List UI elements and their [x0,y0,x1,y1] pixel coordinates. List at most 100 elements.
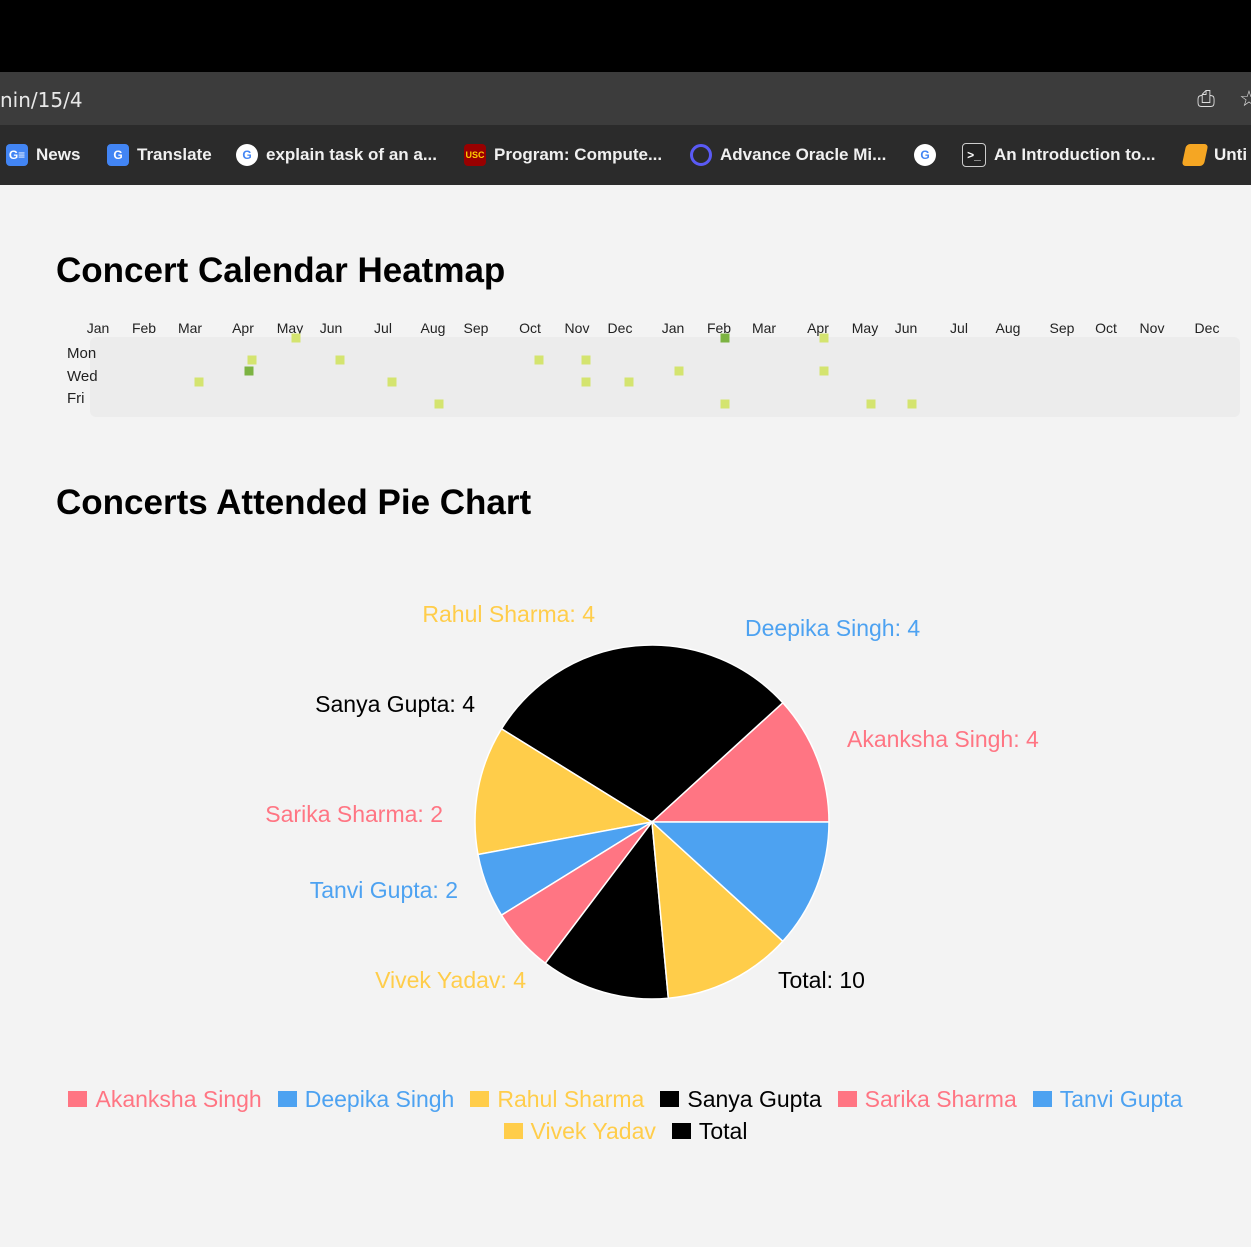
heatmap-month-label: Dec [608,320,633,336]
heatmap-cell[interactable] [244,366,254,376]
bookmark-label: Advance Oracle Mi... [720,145,887,164]
legend-label: Tanvi Gupta [1059,1085,1183,1112]
heatmap-cell[interactable] [819,366,829,376]
legend-label: Total [698,1117,748,1144]
heatmap-cell[interactable] [581,355,591,365]
heatmap-month-label: Jan [662,320,685,336]
bookmark-label: An Introduction to... [994,145,1156,164]
heatmap-day-label: Fri [67,390,85,407]
heatmap-month-label: Nov [1140,320,1165,336]
url-text[interactable]: nin/15/4 [0,88,83,112]
legend-swatch [837,1091,857,1107]
heatmap-cell[interactable] [720,333,730,343]
heatmap-day-label: Wed [67,368,98,385]
q-icon [690,144,712,166]
window-top-bar [0,0,1251,72]
address-bar[interactable]: nin/15/4 ⎙ ☆ [0,72,1251,125]
heatmap-cell[interactable] [907,399,917,409]
legend-item[interactable]: Sanya Gupta [660,1083,822,1115]
heatmap-cell[interactable] [674,366,684,376]
usc-icon: USC [464,144,486,166]
legend-item[interactable]: Total [671,1115,748,1147]
bookmark-explain-task[interactable]: G explain task of an a... [236,143,437,167]
legend-swatch [660,1091,680,1107]
legend-item[interactable]: Vivek Yadav [503,1115,656,1147]
heatmap-cell[interactable] [387,377,397,387]
install-app-icon[interactable]: ⎙ [1197,86,1215,111]
bookmark-advance-oracle[interactable]: Advance Oracle Mi... [690,143,886,167]
heatmap-cell[interactable] [291,333,301,343]
heatmap-day-label: Mon [67,345,96,362]
legend-item[interactable]: Deepika Singh [277,1083,455,1115]
heatmap-month-label: Jun [895,320,918,336]
heatmap-month-label: May [277,320,303,336]
heatmap-month-label: Jul [950,320,968,336]
pie-slice-label: Sarika Sharma: 2 [265,801,443,827]
legend-swatch [68,1091,88,1107]
heatmap-cell[interactable] [581,377,591,387]
legend-swatch [1032,1091,1052,1107]
pie-slice[interactable] [544,820,670,1000]
heatmap-month-label: Oct [519,320,541,336]
pie-slice[interactable] [650,821,830,943]
page-content: Concert Calendar Heatmap Jan Feb Mar Apr May… [0,185,1251,1247]
heatmap-title: Concert Calendar Heatmap [56,251,506,290]
google-translate-icon: G [107,144,129,166]
pie-slice-label: Total: 10 [778,967,865,993]
heatmap-month-label: Jan [87,320,110,336]
notebook-icon [1181,144,1209,166]
bookmark-program-compute[interactable]: USC Program: Compute... [464,143,662,167]
pie-slice-label: Tanvi Gupta: 2 [310,877,458,903]
bookmark-label: News [36,145,81,164]
pie-slice[interactable] [474,727,655,856]
heatmap-cell[interactable] [624,377,634,387]
bookmarks-bar: G≡ News G Translate G explain task of an… [0,125,1251,185]
pie-slice[interactable] [650,701,830,823]
legend-item[interactable]: Tanvi Gupta [1032,1083,1183,1115]
heatmap-month-label: Sep [464,320,489,336]
heatmap-month-label: Apr [807,320,829,336]
bookmark-news[interactable]: G≡ News [6,143,80,167]
bookmark-star-icon[interactable]: ☆ [1239,86,1251,111]
heatmap-month-label: Jun [320,320,343,336]
legend-label: Sarika Sharma [864,1085,1017,1112]
pie-slice[interactable] [500,644,784,823]
heatmap-month-label: Nov [565,320,590,336]
heatmap-cell[interactable] [866,399,876,409]
pie-slice[interactable] [651,820,784,1000]
pie-slice-label: Deepika Singh: 4 [745,615,920,641]
heatmap-cell[interactable] [534,355,544,365]
heatmap-cell[interactable] [819,333,829,343]
terminal-icon: >_ [962,143,986,167]
legend-item[interactable]: Rahul Sharma [470,1083,644,1115]
heatmap-month-label: Jul [374,320,392,336]
pie-slice-label: Akanksha Singh: 4 [847,726,1039,752]
heatmap-month-label: Mar [178,320,202,336]
legend-item[interactable]: Akanksha Singh [68,1083,262,1115]
legend-label: Sanya Gupta [687,1085,822,1112]
heatmap-month-label: Oct [1095,320,1117,336]
bookmark-google[interactable]: G [914,143,936,167]
pie-legend: Akanksha Singh Deepika Singh Rahul Sharma S… [0,1083,1251,1147]
heatmap-cell[interactable] [335,355,345,365]
heatmap-month-label: Mar [752,320,776,336]
legend-label: Deepika Singh [304,1085,455,1112]
legend-swatch [277,1091,297,1107]
heatmap-month-label: Apr [232,320,254,336]
heatmap-cell[interactable] [720,399,730,409]
heatmap-background [90,337,1240,417]
heatmap-cell[interactable] [434,399,444,409]
legend-item[interactable]: Sarika Sharma [837,1083,1017,1115]
heatmap-month-label: Aug [996,320,1021,336]
heatmap-cell[interactable] [194,377,204,387]
google-icon: G [236,144,258,166]
bookmark-introduction[interactable]: >_ An Introduction to... [962,143,1155,167]
bookmark-untitled[interactable]: Unti [1181,143,1248,167]
pie-slice-label: Vivek Yadav: 4 [375,967,526,993]
heatmap-cell[interactable] [247,355,257,365]
google-news-icon: G≡ [6,144,28,166]
legend-swatch [671,1123,691,1139]
google-icon: G [914,144,936,166]
bookmark-label: Unti [1214,145,1248,164]
bookmark-translate[interactable]: G Translate [107,143,212,167]
